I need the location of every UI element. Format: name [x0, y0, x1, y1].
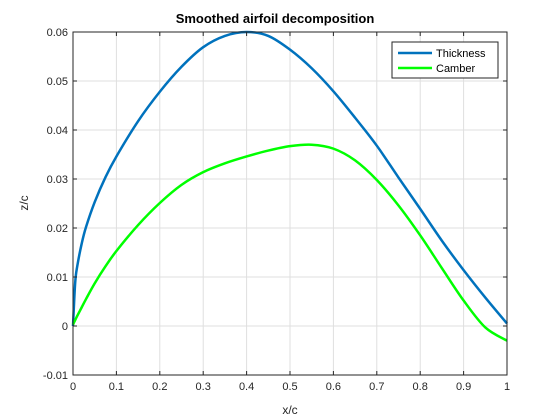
y-tick-label: 0.01 [47, 272, 68, 284]
y-tick-label: 0 [62, 321, 68, 333]
y-tick-label: 0.04 [47, 125, 68, 137]
x-tick-label: 0.1 [109, 381, 124, 393]
x-tick-label: 0.8 [413, 381, 428, 393]
y-tick-label: 0.05 [47, 76, 68, 88]
x-tick-label: 0.7 [369, 381, 384, 393]
legend-label-thickness: Thickness [436, 48, 486, 60]
x-tick-label: 0.9 [456, 381, 471, 393]
legend-label-camber: Camber [436, 63, 475, 75]
x-tick-label: 0 [70, 381, 76, 393]
x-tick-label: 0.5 [282, 381, 297, 393]
x-tick-label: 0.6 [326, 381, 341, 393]
legend: Thickness Camber [392, 42, 498, 78]
chart-title: Smoothed airfoil decomposition [176, 11, 375, 26]
x-tick-label: 0.2 [152, 381, 167, 393]
x-tick-label: 0.4 [239, 381, 254, 393]
y-tick-label: -0.01 [43, 370, 68, 382]
y-axis-label: z/c [17, 195, 31, 210]
y-tick-label: 0.02 [47, 223, 68, 235]
x-axis-label: x/c [282, 403, 297, 417]
x-tick-label: 0.3 [196, 381, 211, 393]
y-tick-label: 0.03 [47, 174, 68, 186]
y-tick-label: 0.06 [47, 27, 68, 39]
x-tick-label: 1 [504, 381, 510, 393]
